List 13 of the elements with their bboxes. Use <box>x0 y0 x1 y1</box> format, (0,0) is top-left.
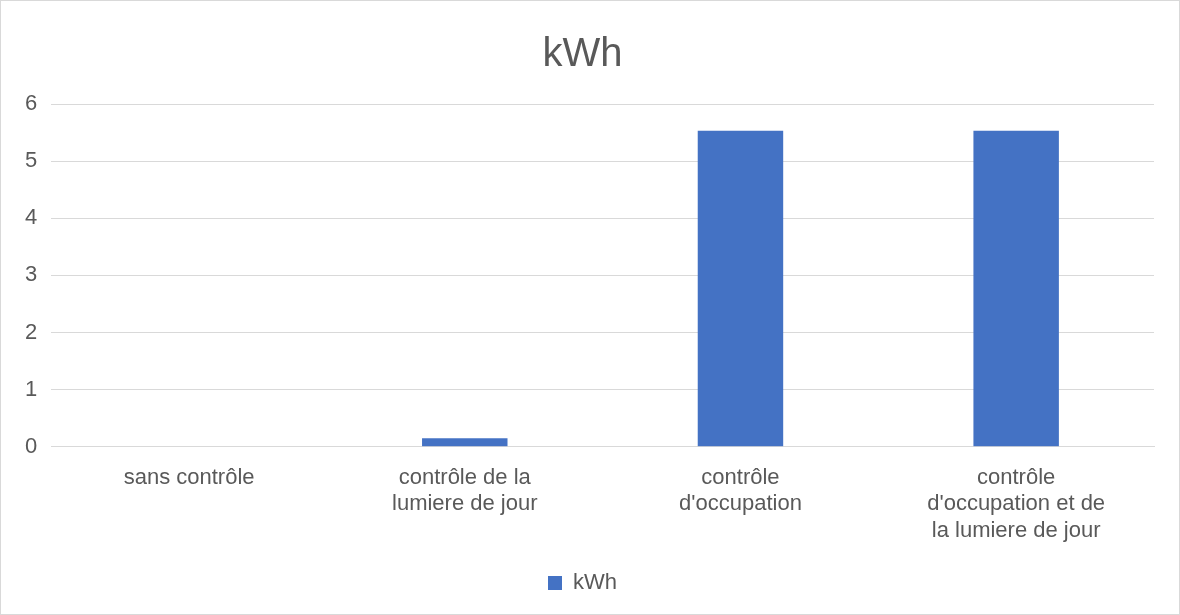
chart-title: kWh <box>542 30 623 75</box>
x-tick-label: contrôle d'occupation et de la lumiere de jour <box>927 464 1106 542</box>
x-tick-label: contrôle d'occupation <box>679 464 802 516</box>
y-tick-label: 2 <box>24 318 38 344</box>
x-tick-label: sans contrôle <box>123 464 255 490</box>
y-tick-label: 4 <box>24 204 38 230</box>
y-tick-label: 1 <box>24 375 38 401</box>
legend-label: kWh <box>573 569 617 595</box>
y-tick-label: 3 <box>24 261 38 287</box>
y-tick-label: 6 <box>24 90 38 116</box>
y-tick-label: 5 <box>24 147 38 173</box>
y-tick-label: 0 <box>24 432 38 458</box>
x-tick-label: contrôle de la lumiere de jour <box>392 464 538 516</box>
